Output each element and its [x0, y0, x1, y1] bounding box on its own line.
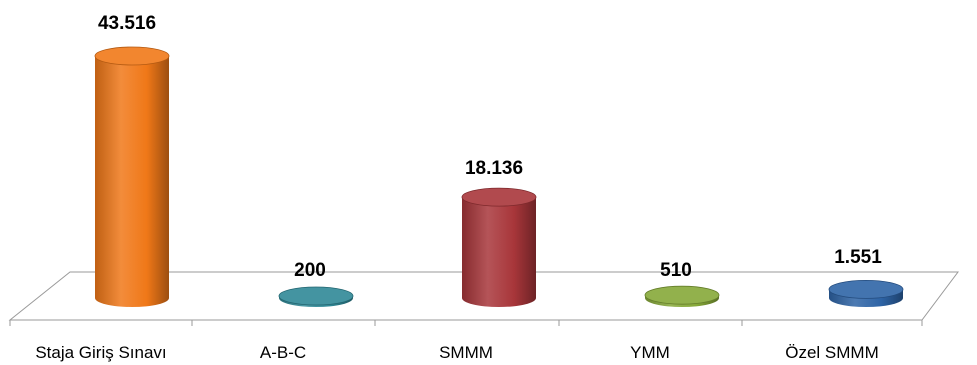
bars-group	[94, 46, 904, 307]
category-label-staja: Staja Giriş Sınavı	[35, 343, 166, 362]
bar-top	[644, 285, 720, 305]
bar-top	[828, 279, 904, 299]
bar-top	[461, 187, 537, 207]
category-label-ozel-smmm: Özel SMMM	[785, 343, 879, 362]
category-label-smmm: SMMM	[439, 343, 493, 362]
value-label-smmm: 18.136	[465, 158, 523, 179]
category-label-abc: A-B-C	[260, 343, 306, 362]
bar-top	[278, 286, 354, 306]
bar-ozel-smmm	[828, 279, 904, 307]
value-label-ozel-smmm: 1.551	[834, 247, 882, 268]
bar-ymm	[644, 285, 720, 307]
bar-body	[95, 56, 169, 307]
bar-abc	[278, 286, 354, 307]
bar-body	[462, 197, 536, 307]
category-label-ymm: YMM	[630, 343, 670, 362]
bar-top	[94, 46, 170, 66]
bar-staja	[94, 46, 170, 307]
x-axis-ticks	[9, 320, 923, 326]
value-label-ymm: 510	[660, 260, 692, 281]
value-label-abc: 200	[294, 260, 326, 281]
bar-smmm	[461, 187, 537, 307]
value-label-staja: 43.516	[98, 13, 156, 34]
